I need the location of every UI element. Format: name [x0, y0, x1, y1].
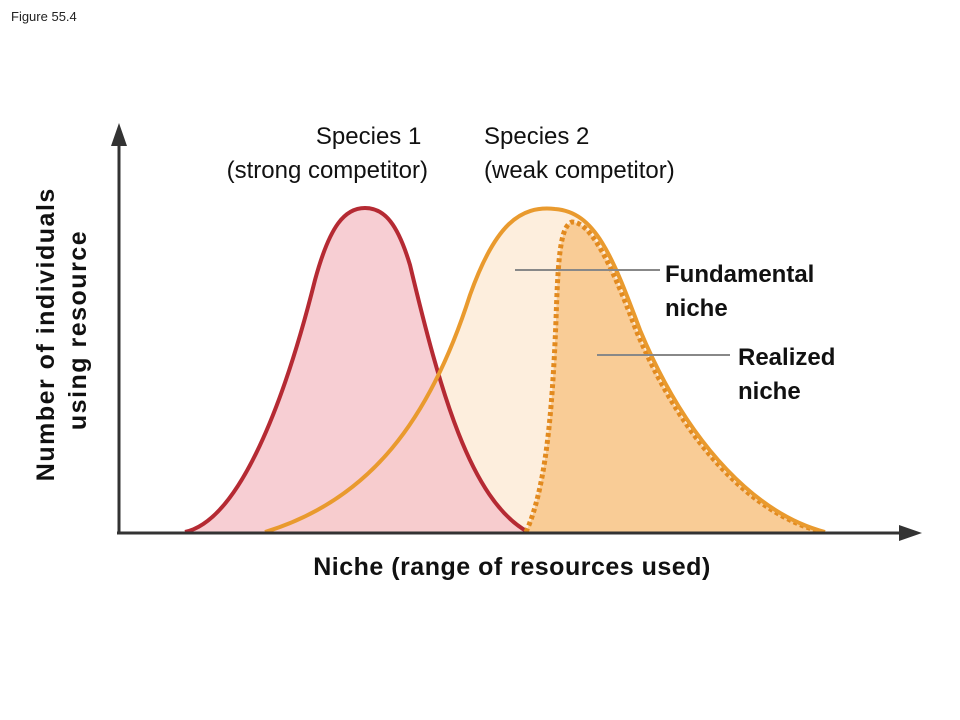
- y-axis-title: Number of individuals using resource: [32, 179, 92, 481]
- realized-niche-area: [526, 222, 822, 532]
- species1-area: [185, 208, 528, 532]
- species1-label: Species 1 (strong competitor): [227, 123, 428, 184]
- realized-niche-label: Realized niche: [738, 344, 842, 405]
- species2-curve: [264, 206, 826, 534]
- realized-niche-boundary: [523, 219, 823, 535]
- x-axis-title: Niche (range of resources used): [313, 553, 711, 581]
- species1-curve: [184, 205, 529, 534]
- fundamental-niche-label: Fundamental niche: [665, 261, 821, 322]
- figure-label: Figure 55.4: [11, 9, 77, 24]
- species2-label: Species 2 (weak competitor): [484, 123, 675, 184]
- x-axis-arrow: [899, 525, 922, 541]
- y-axis-arrow: [111, 123, 127, 146]
